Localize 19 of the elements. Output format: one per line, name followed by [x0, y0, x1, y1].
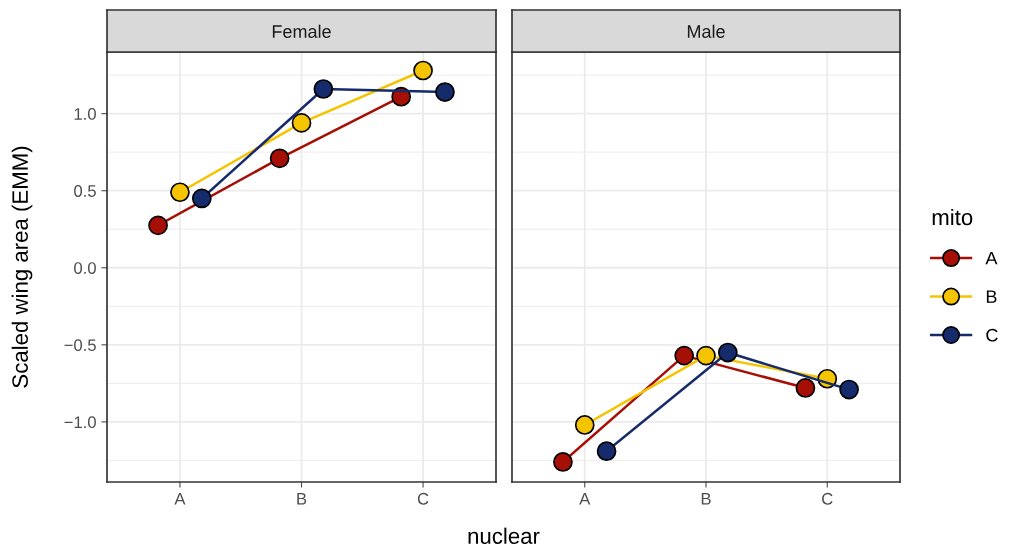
chart-title: Male: [687, 24, 725, 38]
x-tick-label: C: [417, 492, 429, 505]
x-tick-label: A: [174, 493, 186, 505]
y-tick-label: 0.5: [74, 185, 96, 197]
x-tick-label: B: [297, 493, 307, 505]
legend-label: B: [986, 290, 997, 303]
legend-title: mito: [932, 208, 973, 226]
y-tick-label: 0.0: [74, 262, 96, 274]
chart-title: Female: [272, 24, 331, 38]
x-tick-label: B: [701, 493, 711, 505]
x-tick-label: C: [822, 492, 833, 505]
x-tick-label: A: [579, 493, 591, 505]
x-axis-title: nuclear: [468, 527, 540, 544]
y-tick-label: −1.0: [64, 416, 96, 429]
legend-label: C: [986, 328, 998, 342]
y-tick-label: −0.5: [64, 339, 96, 352]
y-tick-label: 1.0: [74, 108, 96, 120]
legend-label: A: [985, 251, 998, 265]
y-axis-title: Scaled wing area (EMM): [11, 146, 33, 388]
